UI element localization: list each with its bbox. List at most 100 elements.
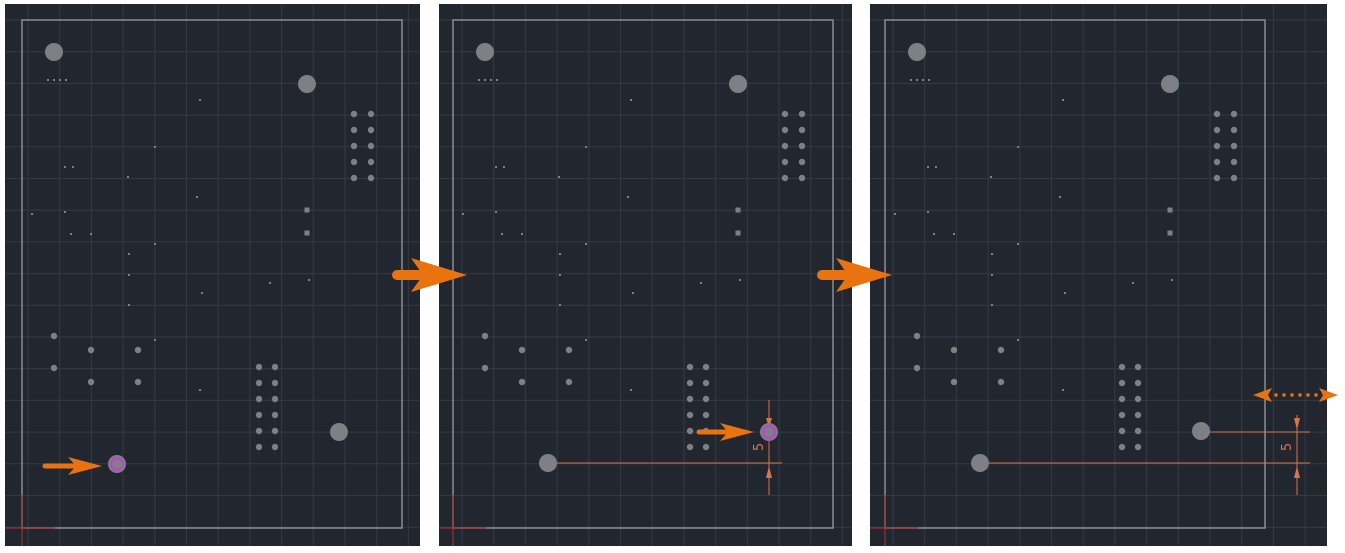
header-pad [1118, 427, 1126, 435]
dimension-value: 5 [752, 443, 767, 451]
via-pad [950, 378, 958, 386]
small-via [928, 79, 930, 81]
header-pad [1118, 411, 1126, 419]
dot [1306, 393, 1310, 397]
small-via [154, 243, 156, 245]
step-arrow-icon [392, 258, 467, 292]
mounting-hole [729, 75, 747, 93]
dot [1314, 393, 1318, 397]
small-via [90, 233, 92, 235]
small-via [1017, 339, 1019, 341]
small-via [127, 176, 129, 178]
pointer-arrow-icon [68, 457, 102, 475]
small-via [922, 79, 924, 81]
header-pad [255, 427, 263, 435]
small-via [559, 304, 561, 306]
header-pad [1213, 158, 1221, 166]
header-pad [271, 363, 279, 371]
header-pad [781, 174, 789, 182]
header-pad [686, 443, 694, 451]
header-pad [1230, 174, 1238, 182]
small-via [916, 79, 918, 81]
small-via [495, 211, 497, 213]
header-pad [367, 126, 375, 134]
arrowhead-right [1319, 388, 1338, 402]
cad-panel-3[interactable]: 5 [870, 4, 1338, 546]
cad-panel-1[interactable] [5, 4, 420, 546]
mounting-hole-moved[interactable] [1192, 422, 1210, 440]
small-via [308, 279, 310, 281]
header-pad [350, 142, 358, 150]
small-via [585, 243, 587, 245]
cad-panel-2[interactable]: 5 [439, 4, 852, 546]
small-via [65, 79, 67, 81]
mounting-hole [330, 423, 348, 441]
header-pad [798, 174, 806, 182]
small-via [501, 233, 503, 235]
header-pad [781, 126, 789, 134]
mounting-hole [539, 454, 557, 472]
small-via [700, 282, 702, 284]
small-via [558, 176, 560, 178]
small-via [927, 211, 929, 213]
arrowhead-left [1253, 388, 1272, 402]
dimension-arrowhead [1294, 466, 1300, 478]
small-via [70, 233, 72, 235]
small-via [1062, 99, 1064, 101]
small-via [128, 304, 130, 306]
header-pad [702, 379, 710, 387]
header-pad [1118, 363, 1126, 371]
small-via [53, 79, 55, 81]
small-via [64, 211, 66, 213]
smd-pad [304, 230, 310, 236]
canvas-background[interactable] [870, 4, 1327, 546]
header-pad [271, 379, 279, 387]
header-pad [1213, 142, 1221, 150]
header-pad [798, 126, 806, 134]
dot [1282, 393, 1286, 397]
small-via [1062, 389, 1064, 391]
small-via [484, 79, 486, 81]
canvas-background[interactable] [5, 4, 420, 546]
grid [5, 4, 420, 546]
small-via [991, 274, 993, 276]
small-via [47, 79, 49, 81]
via-pad [134, 378, 142, 386]
header-pad [781, 158, 789, 166]
header-pad [1134, 363, 1142, 371]
small-via [196, 196, 198, 198]
header-pad [271, 427, 279, 435]
small-via [128, 274, 130, 276]
smd-pad [1167, 230, 1173, 236]
via-pad [134, 346, 142, 354]
header-pad [1118, 395, 1126, 403]
header-pad [350, 174, 358, 182]
header-pad [367, 174, 375, 182]
header-pad [1134, 443, 1142, 451]
small-via [1171, 279, 1173, 281]
move-horizontal-icon [1253, 388, 1338, 402]
header-pad [702, 443, 710, 451]
mounting-hole [476, 43, 494, 61]
canvas-background[interactable] [439, 4, 852, 546]
small-via [935, 166, 937, 168]
pointer-arrow-icon [720, 423, 754, 441]
header-pad [1230, 110, 1238, 118]
mounting-hole [971, 454, 989, 472]
via-pad [565, 378, 573, 386]
header-pad [367, 142, 375, 150]
header-pad [702, 395, 710, 403]
header-pad [255, 363, 263, 371]
small-via [495, 166, 497, 168]
header-pad [1213, 110, 1221, 118]
small-via [72, 166, 74, 168]
small-via [1017, 146, 1019, 148]
smd-pad [304, 207, 310, 213]
header-pad [350, 110, 358, 118]
small-via [991, 253, 993, 255]
header-pad [350, 158, 358, 166]
mounting-hole [45, 43, 63, 61]
dimension-arrowhead [766, 466, 772, 478]
small-via [927, 166, 929, 168]
